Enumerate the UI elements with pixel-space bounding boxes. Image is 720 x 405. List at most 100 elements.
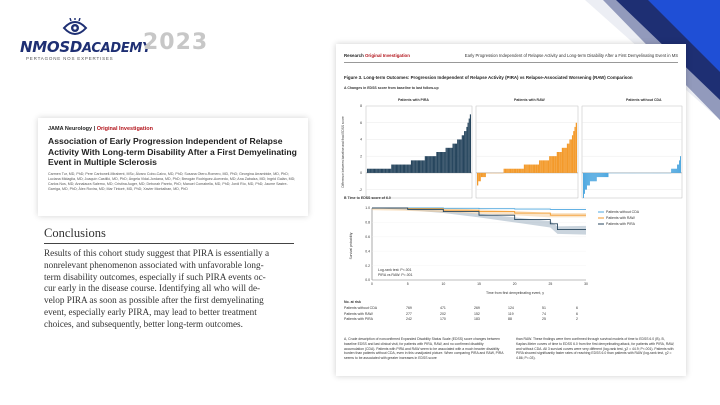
edss-bar [424, 156, 426, 173]
group-title-cda: Patients without CDA [626, 98, 662, 102]
edss-bar [444, 152, 446, 173]
edss-bar [542, 160, 545, 173]
edss-bar [585, 172, 587, 190]
edss-bar [503, 168, 505, 173]
edss-bar [405, 164, 407, 173]
edss-bar [403, 164, 406, 173]
edss-bar [428, 156, 430, 173]
conclusions-line: Results of this cohort study suggest tha… [44, 248, 270, 258]
edss-bar [540, 160, 542, 173]
legend-cda: Patients without CDA [606, 210, 640, 214]
edss-bar [598, 172, 600, 178]
edss-bar [407, 164, 409, 173]
conclusions-line: nonrelevant phenomenon associated with u… [44, 259, 264, 270]
edss-bar [672, 168, 674, 173]
edss-bar [465, 131, 467, 173]
km-x-tick-label: 30 [584, 282, 588, 286]
at-risk-cell: 471 [440, 306, 446, 310]
conclusions-line: choices, and subsequently, better long-t… [44, 318, 243, 329]
conclusions-line: event, especially early PIRA, may lead t… [44, 306, 257, 317]
km-x-tick-label: 25 [548, 282, 552, 286]
edss-bar [526, 164, 528, 173]
edss-bar [679, 160, 681, 173]
edss-bar [453, 143, 455, 173]
edss-bar [458, 139, 460, 173]
paper-header-left: Research Original Investigation [344, 53, 410, 58]
edss-bar [460, 139, 462, 173]
edss-bar [452, 143, 454, 173]
edss-bar [397, 164, 399, 173]
edss-bar [406, 164, 408, 173]
edss-bar [377, 168, 379, 173]
y-tick-label: 6 [360, 121, 362, 125]
km-x-tick-label: 10 [441, 282, 445, 286]
edss-bar [605, 172, 607, 178]
edss-bar [552, 156, 555, 173]
edss-bar [535, 164, 537, 173]
eye-icon [62, 18, 88, 35]
edss-bar [513, 168, 515, 173]
edss-bar [678, 164, 680, 173]
edss-bar [437, 152, 439, 173]
edss-bar [450, 147, 452, 173]
edss-bar [600, 172, 602, 178]
at-risk-row-label: Patients without CDA [344, 306, 378, 310]
y-tick-label: -2 [359, 188, 362, 192]
edss-bar [569, 139, 571, 173]
edss-bar [564, 147, 566, 173]
edss-bar [449, 147, 451, 173]
edss-bar [400, 164, 402, 173]
edss-bar [673, 168, 675, 173]
edss-bar [371, 168, 373, 173]
edss-bar [583, 172, 585, 194]
edss-bar [597, 172, 599, 178]
at-risk-cell: 124 [508, 306, 514, 310]
edss-bar [512, 168, 514, 173]
at-risk-cell: 152 [474, 311, 480, 316]
edss-bar [546, 160, 548, 173]
edss-bar [431, 156, 433, 173]
at-risk-cell: 202 [440, 311, 446, 316]
km-x-tick-label: 0 [371, 282, 373, 286]
edss-bar [671, 168, 673, 173]
edss-bar [414, 160, 416, 173]
km-y-tick-label: 0.4 [365, 249, 370, 253]
at-risk-cell: 88 [508, 317, 512, 321]
edss-bar [383, 168, 385, 173]
edss-bar [549, 156, 551, 173]
km-curve-pira [372, 207, 586, 231]
edss-bar [395, 164, 398, 173]
km-y-tick-label: 0.6 [365, 235, 370, 239]
conclusions-divider [44, 243, 294, 244]
edss-bar [575, 122, 577, 173]
edss-bar [525, 164, 527, 173]
article-title: Association of Early Progression Indepen… [48, 136, 297, 167]
edss-bar [536, 164, 538, 173]
km-x-axis-label: Time from first demyelinating event, y [486, 291, 545, 295]
year-label: 2023 [143, 30, 209, 55]
edss-bar [412, 160, 414, 173]
edss-bar [556, 152, 559, 173]
km-y-tick-label: 1.0 [365, 206, 370, 210]
y-tick-label: 0 [360, 171, 362, 175]
edss-bar [416, 160, 418, 173]
edss-bar [378, 168, 380, 173]
edss-bar [539, 160, 541, 173]
legend-pira: Patients with PIRA [606, 222, 635, 226]
edss-bar [417, 160, 419, 173]
km-y-tick-label: 0.8 [365, 221, 370, 225]
article-header-card: JAMA Neurology | Original Investigation … [38, 118, 308, 216]
edss-bar [477, 172, 479, 186]
conclusions-line: cur early in the disease course. Identif… [44, 283, 261, 294]
edss-bar [432, 156, 435, 173]
edss-bar [440, 152, 443, 173]
at-risk-row-label: Patients with RAW [344, 311, 373, 316]
edss-bar [541, 160, 543, 173]
edss-bar [435, 156, 437, 173]
edss-bar [523, 164, 526, 173]
logrank-text: PIRA vs RAW: P=.001 [378, 273, 413, 277]
at-risk-cell: 6 [576, 306, 578, 310]
edss-bar [447, 147, 450, 173]
edss-bar [677, 164, 679, 173]
edss-bar [599, 172, 601, 178]
